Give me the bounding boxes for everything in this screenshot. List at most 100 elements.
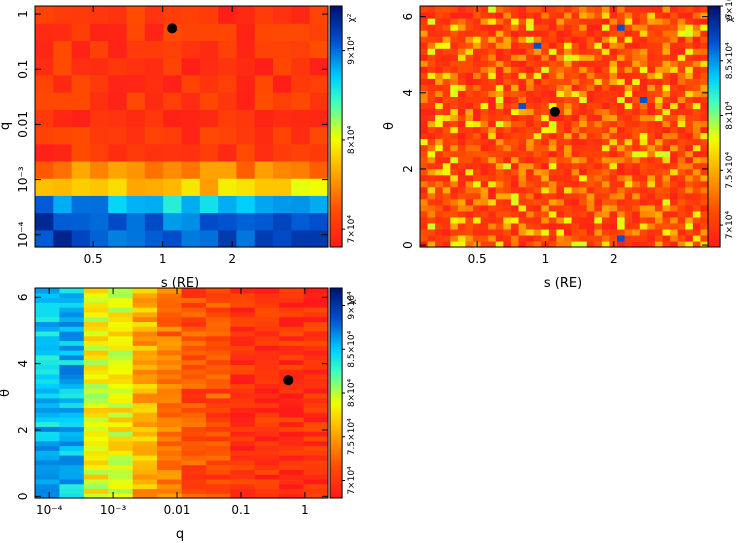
- heatmap-cell: [700, 168, 709, 176]
- heatmap-cell: [654, 180, 664, 188]
- heatmap-cell: [132, 307, 158, 313]
- heatmap-cell: [157, 426, 183, 432]
- heatmap-cell: [586, 216, 595, 224]
- heatmap-cell: [291, 74, 311, 93]
- heatmap-cell: [254, 369, 280, 375]
- heatmap-cell: [132, 388, 158, 394]
- heatmap-cell: [632, 18, 641, 25]
- heatmap-cell: [457, 24, 467, 31]
- heatmap-cell: [427, 180, 436, 188]
- heatmap-cell: [510, 42, 520, 49]
- heatmap-cell: [556, 192, 565, 200]
- heatmap-cell: [132, 450, 158, 456]
- heatmap-cell: [510, 222, 520, 230]
- heatmap-cell: [89, 23, 109, 42]
- heatmap-cell: [435, 108, 444, 116]
- heatmap-cell: [624, 126, 633, 134]
- heatmap-cell: [692, 144, 702, 152]
- heatmap-cell: [495, 36, 504, 43]
- heatmap-cell: [83, 373, 109, 380]
- heatmap-cell: [132, 359, 158, 365]
- heatmap-cell: [518, 144, 527, 152]
- heatmap-cell: [510, 162, 520, 170]
- heatmap-cell: [83, 440, 109, 447]
- heatmap-cell: [35, 407, 61, 413]
- heatmap-cell: [510, 138, 520, 146]
- heatmap-cell: [594, 216, 603, 224]
- heatmap-cell: [473, 18, 482, 25]
- heatmap-cell: [230, 440, 256, 447]
- heatmap-cell: [556, 60, 565, 67]
- heatmap-cell: [254, 23, 274, 42]
- heatmap-cell: [71, 57, 91, 76]
- heatmap-cell: [594, 138, 603, 146]
- heatmap-cell: [442, 222, 451, 230]
- heatmap-cell: [427, 216, 436, 224]
- heatmap-cell: [473, 126, 482, 134]
- heatmap-cell: [457, 36, 467, 43]
- heatmap-cell: [309, 40, 329, 59]
- heatmap-cell: [435, 150, 444, 158]
- heatmap-cell: [205, 426, 231, 432]
- y-tick-label: 6: [401, 13, 415, 21]
- heatmap-cell: [571, 126, 580, 134]
- heatmap-cell: [108, 440, 134, 447]
- heatmap-cell: [639, 24, 648, 31]
- heatmap-cell: [526, 240, 535, 248]
- heatmap-cell: [677, 66, 686, 73]
- heatmap-cell: [533, 168, 542, 176]
- heatmap-cell: [279, 426, 305, 432]
- heatmap-cell: [83, 478, 109, 485]
- heatmap-cell: [601, 216, 611, 224]
- heatmap-cell: [647, 210, 656, 218]
- heatmap-cell: [564, 42, 573, 49]
- heatmap-cell: [83, 493, 109, 499]
- heatmap-cell: [427, 174, 436, 182]
- heatmap-cell: [518, 162, 527, 170]
- heatmap-cell: [571, 78, 580, 85]
- heatmap-cell: [457, 216, 467, 224]
- heatmap-cell: [579, 96, 588, 104]
- heatmap-cell: [465, 48, 474, 55]
- heatmap-cell: [647, 108, 656, 116]
- heatmap-cell: [480, 138, 489, 146]
- heatmap-cell: [609, 174, 618, 182]
- heatmap-cell: [303, 474, 329, 480]
- heatmap-cell: [533, 216, 542, 224]
- heatmap-cell: [548, 78, 558, 85]
- heatmap-cell: [601, 132, 611, 140]
- heatmap-cell: [465, 186, 474, 194]
- heatmap-cell: [510, 48, 520, 55]
- heatmap-cell: [548, 30, 558, 37]
- heatmap-cell: [465, 42, 474, 49]
- heatmap-cell: [427, 240, 436, 248]
- heatmap-cell: [548, 36, 558, 43]
- heatmap-cell: [450, 228, 459, 236]
- heatmap-cell: [518, 168, 527, 176]
- heatmap-cell: [132, 393, 158, 399]
- heatmap-cell: [181, 326, 207, 332]
- heatmap-cell: [700, 84, 709, 91]
- heatmap-cell: [685, 132, 694, 140]
- heatmap-cell: [654, 114, 664, 122]
- heatmap-cell: [594, 210, 603, 218]
- heatmap-cell: [548, 102, 558, 110]
- heatmap-cell: [503, 120, 512, 128]
- heatmap-cell: [442, 120, 451, 128]
- heatmap-cell: [670, 48, 679, 55]
- heatmap-cell: [420, 192, 429, 200]
- heatmap-cell: [503, 204, 512, 212]
- heatmap-cell: [273, 23, 292, 42]
- heatmap-cell: [132, 345, 158, 351]
- heatmap-cell: [457, 168, 467, 176]
- heatmap-cell: [594, 114, 603, 122]
- heatmap-cell: [465, 12, 474, 19]
- heatmap-cell: [435, 168, 444, 176]
- heatmap-cell: [488, 96, 497, 104]
- heatmap-cell: [435, 48, 444, 55]
- heatmap-cells: [420, 6, 709, 248]
- heatmap-cell: [442, 228, 451, 236]
- heatmap-cell: [579, 78, 588, 85]
- heatmap-cell: [556, 126, 565, 134]
- heatmap-cell: [510, 54, 520, 61]
